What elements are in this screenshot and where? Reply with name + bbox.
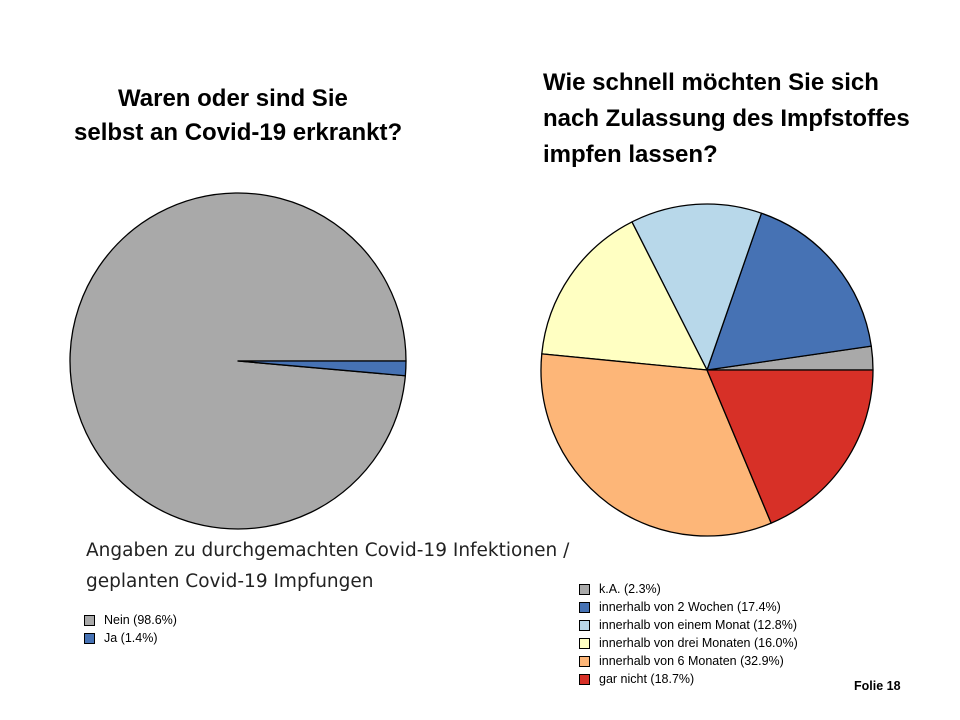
caption-line2: geplanten Covid-19 Impfungen [86, 566, 569, 597]
chart2-legend-item: innerhalb von einem Monat (12.8%) [579, 616, 798, 634]
chart2-legend-item: k.A. (2.3%) [579, 580, 798, 598]
chart2-legend-swatch [579, 620, 590, 631]
chart2-legend-swatch [579, 602, 590, 613]
slide-caption: Angaben zu durchgemachten Covid-19 Infek… [86, 535, 569, 597]
chart2-legend-label: innerhalb von einem Monat (12.8%) [599, 618, 797, 632]
chart2-legend-item: innerhalb von drei Monaten (16.0%) [579, 634, 798, 652]
caption-line1: Angaben zu durchgemachten Covid-19 Infek… [86, 535, 569, 566]
chart2-legend-label: innerhalb von drei Monaten (16.0%) [599, 636, 798, 650]
chart1-legend-label: Ja (1.4%) [104, 631, 158, 645]
chart1-legend: Nein (98.6%) Ja (1.4%) [84, 611, 177, 647]
chart2-legend-swatch [579, 674, 590, 685]
chart2-legend-label: innerhalb von 6 Monaten (32.9%) [599, 654, 784, 668]
chart1-legend-item: Ja (1.4%) [84, 629, 177, 647]
chart2-legend-swatch [579, 656, 590, 667]
chart2-legend-label: gar nicht (18.7%) [599, 672, 694, 686]
chart2-legend-item: innerhalb von 2 Wochen (17.4%) [579, 598, 798, 616]
chart2-legend-label: k.A. (2.3%) [599, 582, 661, 596]
chart2-legend-item: gar nicht (18.7%) [579, 670, 798, 688]
chart2-legend-label: innerhalb von 2 Wochen (17.4%) [599, 600, 781, 614]
chart1-legend-swatch [84, 615, 95, 626]
chart1-legend-swatch [84, 633, 95, 644]
chart2-legend-swatch [579, 584, 590, 595]
slide-number: Folie 18 [854, 679, 901, 693]
chart1-legend-label: Nein (98.6%) [104, 613, 177, 627]
chart2-legend: k.A. (2.3%) innerhalb von 2 Wochen (17.4%… [579, 580, 798, 688]
chart1-legend-item: Nein (98.6%) [84, 611, 177, 629]
chart2-legend-swatch [579, 638, 590, 649]
chart2-legend-item: innerhalb von 6 Monaten (32.9%) [579, 652, 798, 670]
